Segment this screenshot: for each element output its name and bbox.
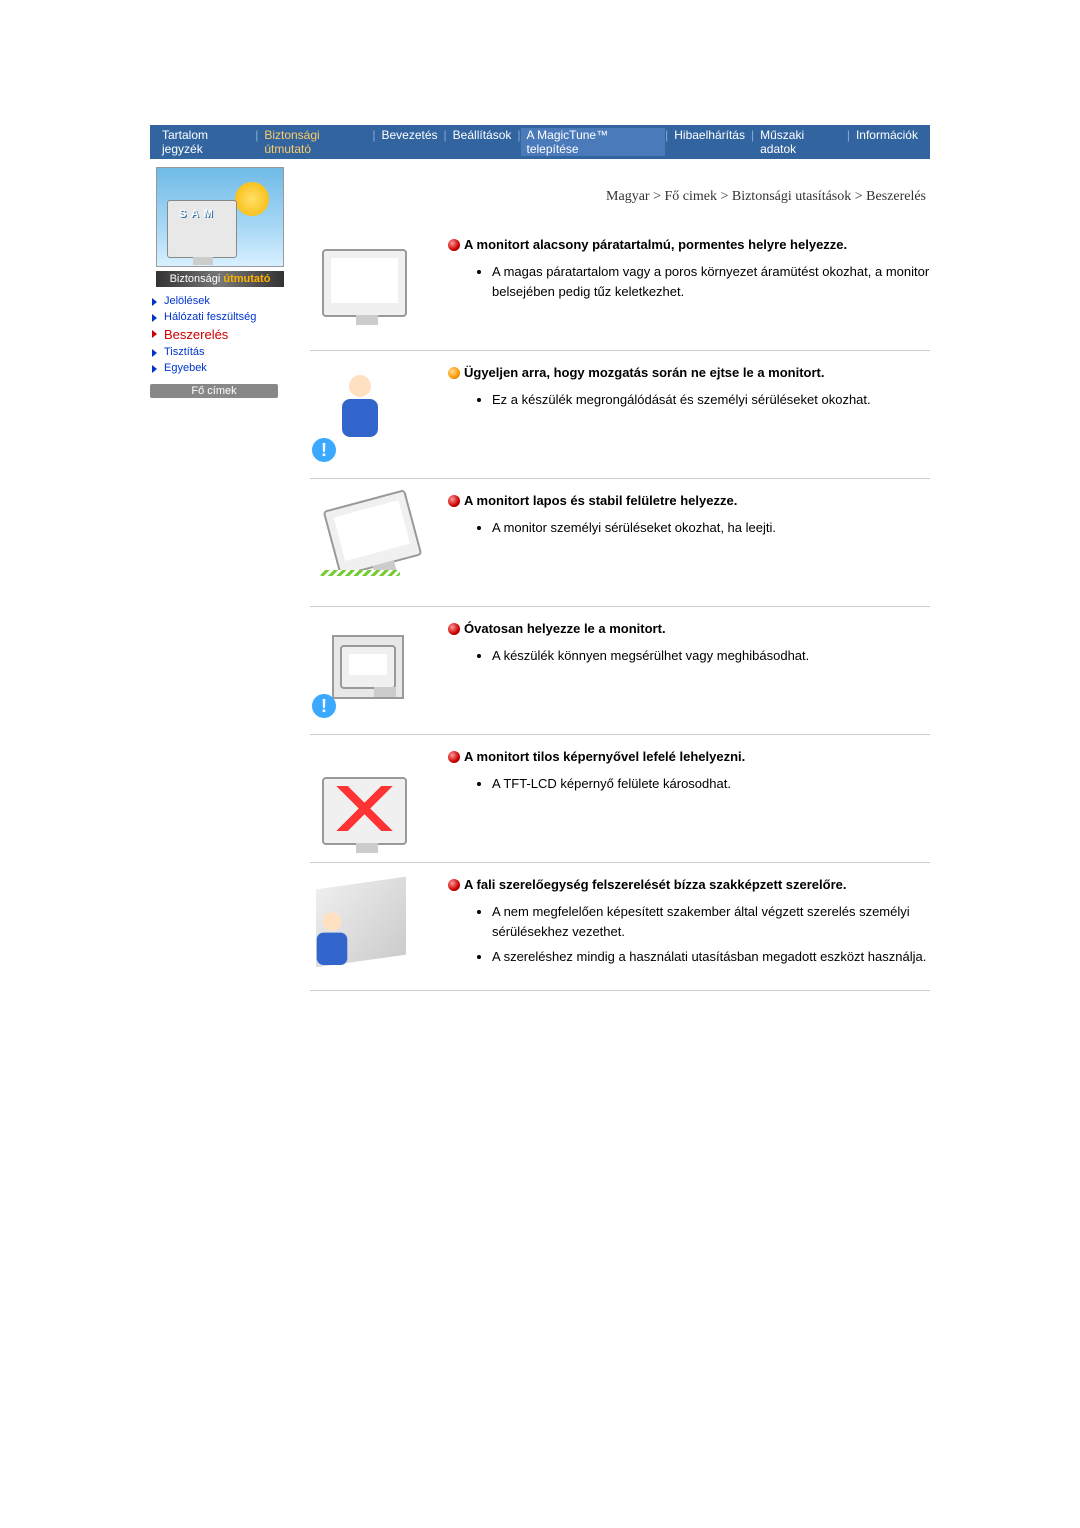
top-nav: Tartalom jegyzék|Biztonsági útmutató|Bev… [150, 125, 930, 159]
section-bullets: Ez a készülék megrongálódását és személy… [492, 390, 930, 410]
section-heading: Ügyeljen arra, hogy mozgatás során ne ej… [448, 365, 930, 380]
main-content: Magyar > Fő cimek > Biztonsági utasításo… [290, 159, 930, 991]
section-heading: A monitort alacsony páratartalmú, pormen… [448, 237, 930, 252]
section-heading: A fali szerelőegység felszerelését bízza… [448, 877, 930, 892]
illustration [310, 877, 440, 976]
nav-item[interactable]: Beállítások [447, 128, 518, 156]
sidebar-link[interactable]: Jelölések [164, 295, 210, 307]
section-bullets: A készülék könnyen megsérülhet vagy megh… [492, 646, 930, 666]
sidebar-link[interactable]: Beszerelés [164, 327, 228, 342]
nav-item[interactable]: Hibaelhárítás [668, 128, 751, 156]
sidebar-footer[interactable]: Fő címek [150, 384, 278, 398]
section-bullets: A monitor személyi sérüléseket okozhat, … [492, 518, 930, 538]
bullet-icon [448, 623, 460, 635]
nav-item[interactable]: Bevezetés [376, 128, 444, 156]
nav-item[interactable]: Műszaki adatok [754, 128, 847, 156]
bullet-icon [448, 495, 460, 507]
sidebar-title: Biztonsági útmutató [156, 271, 284, 287]
warning-icon: ! [312, 438, 336, 462]
nav-item[interactable]: Információk [850, 128, 924, 156]
section-heading: A monitort lapos és stabil felületre hel… [448, 493, 930, 508]
nav-item[interactable]: A MagicTune™ telepítése [521, 128, 666, 156]
section-heading: Óvatosan helyezze le a monitort. [448, 621, 930, 636]
illustration [310, 237, 440, 336]
bullet-icon [448, 879, 460, 891]
sidebar-thumbnail: S A M [156, 167, 284, 267]
section-bullets: A magas páratartalom vagy a poros környe… [492, 262, 930, 301]
bullet-icon [448, 751, 460, 763]
safety-section: A monitort lapos és stabil felületre hel… [310, 479, 930, 607]
section-bullets: A nem megfelelően képesített szakember á… [492, 902, 930, 967]
nav-item[interactable]: Biztonsági útmutató [258, 128, 372, 156]
breadcrumb: Magyar > Fő cimek > Biztonsági utasításo… [310, 159, 930, 223]
sidebar: S A M Biztonsági útmutató Jelölések Hálóz… [150, 159, 290, 991]
sidebar-link[interactable]: Tisztítás [164, 346, 205, 358]
thumb-text: S A M [179, 208, 214, 220]
safety-section: A fali szerelőegység felszerelését bízza… [310, 863, 930, 991]
bullet-icon [448, 367, 460, 379]
sidebar-link[interactable]: Hálózati feszültség [164, 311, 256, 323]
nav-item[interactable]: Tartalom jegyzék [156, 128, 255, 156]
safety-section: A monitort tilos képernyővel lefelé lehe… [310, 735, 930, 863]
safety-section: ! Óvatosan helyezze le a monitort. A készü… [310, 607, 930, 735]
sidebar-menu: Jelölések Hálózati feszültség Beszerelés Ti… [150, 293, 290, 376]
warning-icon: ! [312, 694, 336, 718]
illustration [310, 749, 440, 848]
illustration [310, 493, 440, 592]
bullet-icon [448, 239, 460, 251]
section-bullets: A TFT-LCD képernyő felülete károsodhat. [492, 774, 930, 794]
illustration: ! [310, 621, 440, 720]
safety-section: ! Ügyeljen arra, hogy mozgatás során ne e… [310, 351, 930, 479]
section-heading: A monitort tilos képernyővel lefelé lehe… [448, 749, 930, 764]
safety-section: A monitort alacsony páratartalmú, pormen… [310, 223, 930, 351]
sidebar-link[interactable]: Egyebek [164, 362, 207, 374]
illustration: ! [310, 365, 440, 464]
